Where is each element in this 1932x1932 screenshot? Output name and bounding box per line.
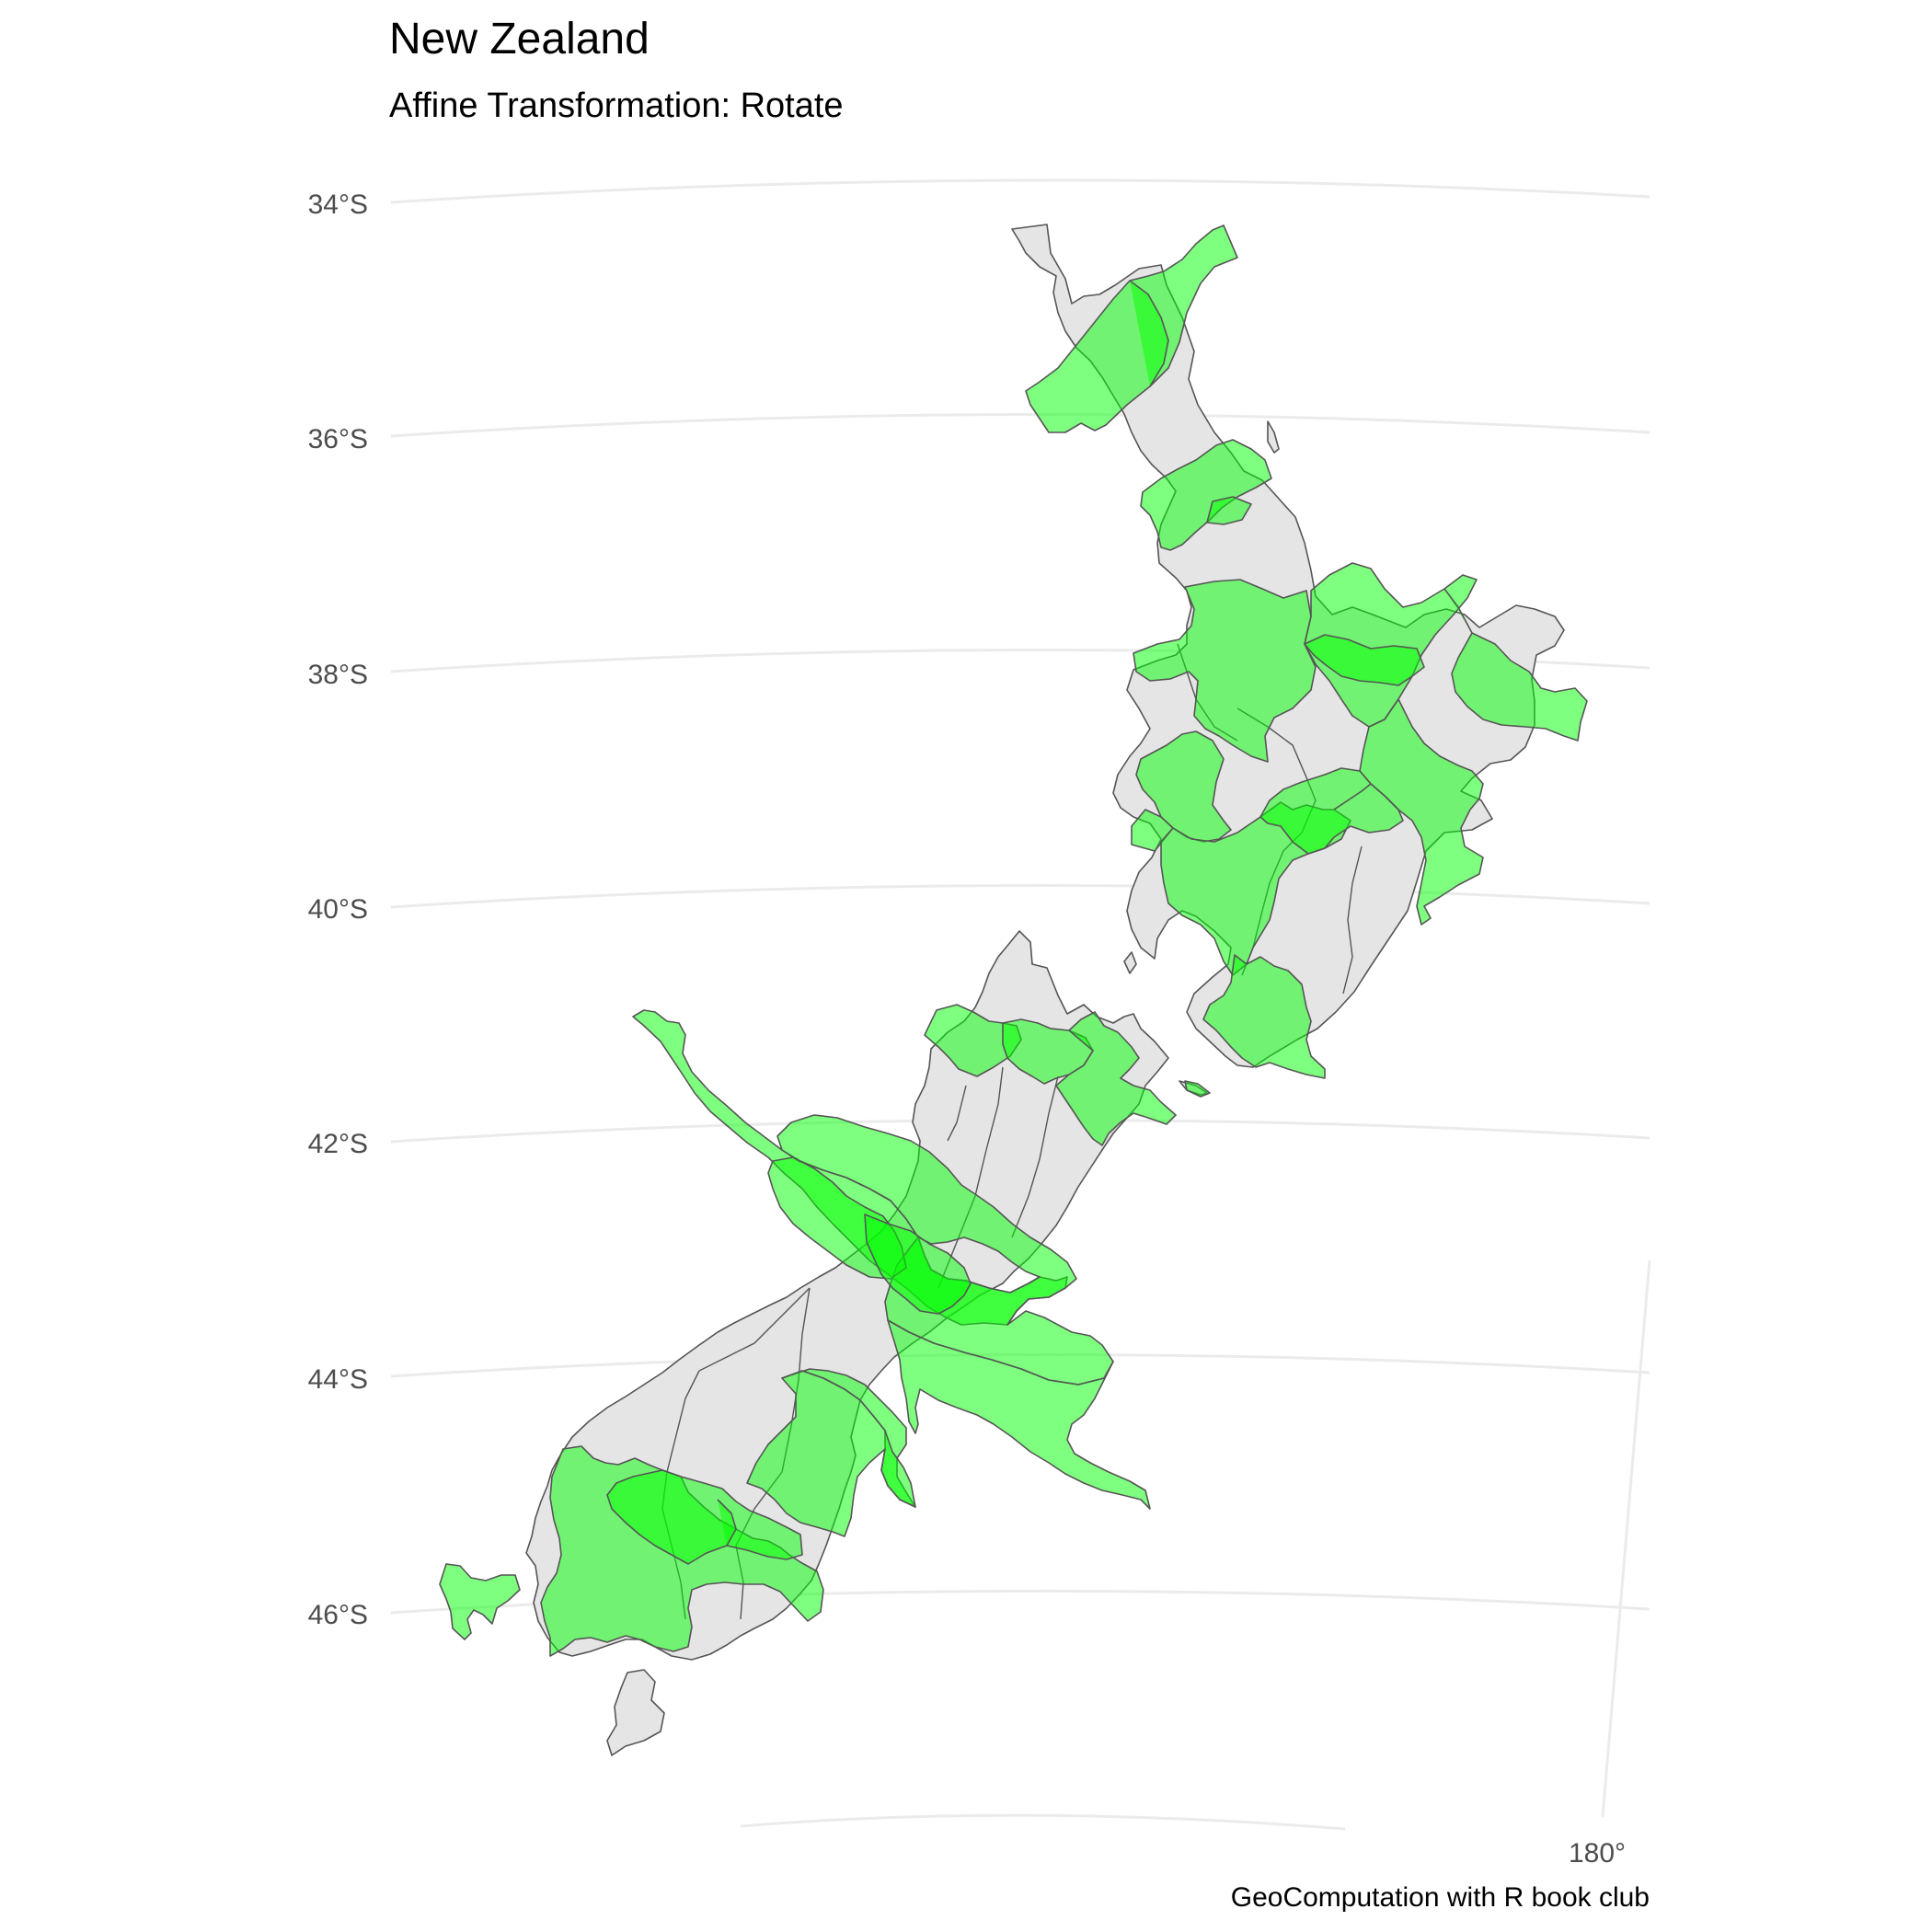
y-axis-labels: 34°S 36°S 38°S 40°S 42°S 44°S 46°S <box>308 190 368 1630</box>
kapiti-island <box>1123 951 1137 974</box>
y-tick-40s: 40°S <box>308 894 368 925</box>
x-tick-180: 180° <box>1569 1838 1626 1869</box>
region-canterbury-south <box>887 1319 1151 1510</box>
region-bay-of-plenty <box>1304 562 1478 728</box>
region-marlborough-2 <box>1184 1080 1211 1098</box>
plot-subtitle: Affine Transformation: Rotate <box>389 86 844 125</box>
region-taranaki <box>1135 730 1232 843</box>
region-central-overlap <box>1304 634 1425 686</box>
north-island-inlet <box>1267 420 1280 454</box>
plot-title: New Zealand <box>389 15 650 63</box>
caption: GeoComputation with R book club <box>1231 1882 1650 1913</box>
region-gisborne-2 <box>1443 588 1473 634</box>
y-tick-44s: 44°S <box>308 1364 368 1395</box>
y-tick-42s: 42°S <box>308 1129 368 1159</box>
highlight-layer <box>439 224 1588 1657</box>
parallel-34s <box>390 178 1650 204</box>
region-west-island <box>439 1563 521 1640</box>
region-gisborne <box>1451 632 1588 742</box>
region-taupo-overlap <box>1259 767 1404 855</box>
parallel-36s <box>390 412 1650 438</box>
region-auckland-2 <box>1206 496 1252 525</box>
region-northland <box>1025 224 1238 433</box>
region-taupo-overlap-2 <box>1333 783 1372 811</box>
y-tick-36s: 36°S <box>308 424 368 454</box>
region-northland-2 <box>1129 280 1169 387</box>
region-marlborough <box>1055 1011 1177 1146</box>
stewart-island <box>606 1669 665 1756</box>
region-otago-main <box>746 1370 916 1537</box>
region-wellington <box>1202 954 1326 1079</box>
parallel-40s <box>390 883 1650 909</box>
region-aoraki-overlap <box>864 1213 972 1315</box>
meridian-180 <box>1601 1259 1651 1818</box>
region-waikato <box>1133 579 1317 763</box>
parallel-48s <box>740 1813 1346 1831</box>
y-tick-34s: 34°S <box>308 190 368 220</box>
region-fiordland-overlap-2 <box>717 1499 737 1547</box>
region-fiordland-overlap <box>606 1469 803 1565</box>
y-tick-46s: 46°S <box>308 1600 368 1630</box>
y-tick-38s: 38°S <box>308 660 368 690</box>
region-auckland <box>1140 439 1272 551</box>
